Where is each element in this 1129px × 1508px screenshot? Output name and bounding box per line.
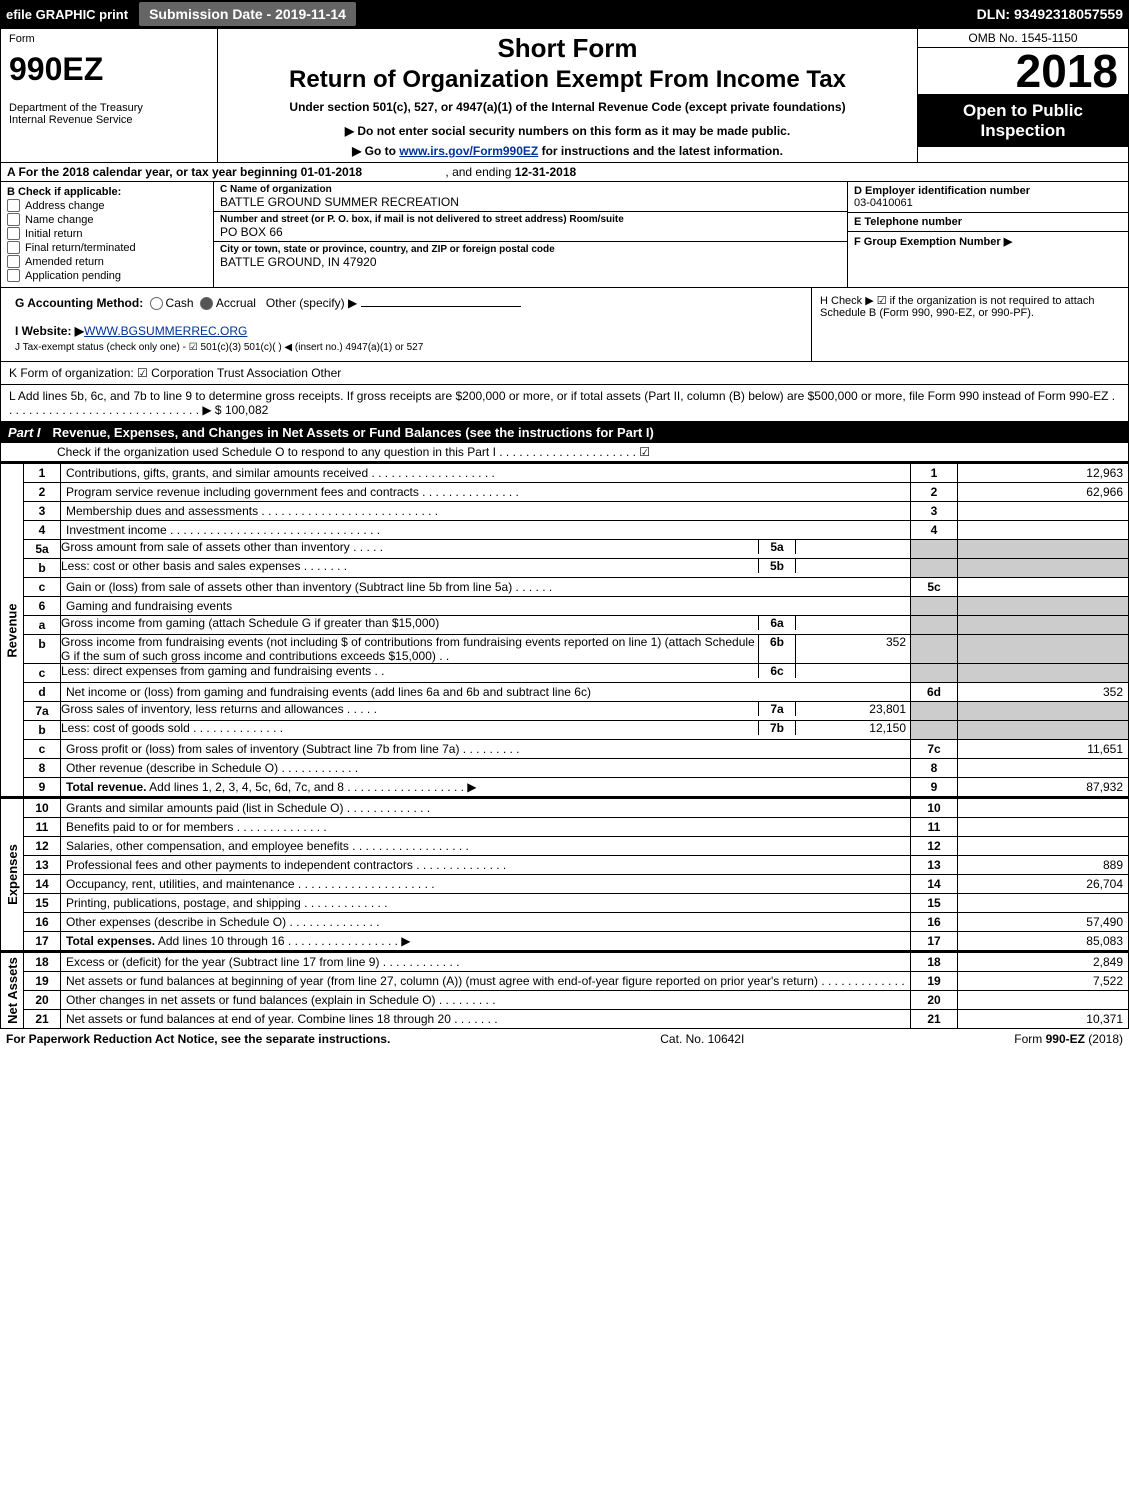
table-row: 13Professional fees and other payments t… [24,856,1129,875]
form-label: Form [9,33,209,45]
bullet-2: ▶ Go to www.irs.gov/Form990EZ for instru… [228,144,907,158]
table-row: 7aGross sales of inventory, less returns… [24,702,1129,721]
addr-value: PO BOX 66 [220,225,841,239]
table-row: bGross income from fundraising events (n… [24,635,1129,664]
table-row: cLess: direct expenses from gaming and f… [24,664,1129,683]
table-row: cGross profit or (loss) from sales of in… [24,740,1129,759]
ein-value: 03-0410061 [854,197,1122,209]
table-row: 19Net assets or fund balances at beginni… [24,972,1129,991]
line-i: I Website: ▶WWW.BGSUMMERREC.ORG [9,322,803,340]
short-form-title: Short Form [228,33,907,64]
table-row: 17Total expenses. Add lines 10 through 1… [24,932,1129,951]
part-1-header: Part I Revenue, Expenses, and Changes in… [0,422,1129,443]
checkbox-item[interactable]: Initial return [7,227,207,240]
table-row: 6Gaming and fundraising events [24,597,1129,616]
line-l: L Add lines 5b, 6c, and 7b to line 9 to … [0,385,1129,422]
table-row: 5aGross amount from sale of assets other… [24,540,1129,559]
table-row: 1Contributions, gifts, grants, and simil… [24,464,1129,483]
form-header: Form 990EZ Department of the Treasury In… [0,28,1129,163]
part-1-sub: Check if the organization used Schedule … [0,443,1129,462]
city-value: BATTLE GROUND, IN 47920 [220,255,841,269]
return-title: Return of Organization Exempt From Incom… [228,66,907,94]
footer-left: For Paperwork Reduction Act Notice, see … [6,1032,390,1046]
line-a: A For the 2018 calendar year, or tax yea… [0,163,1129,182]
department-label: Department of the Treasury Internal Reve… [9,102,209,126]
city-label: City or town, state or province, country… [220,244,841,255]
sec-c-name-label: C Name of organization [220,184,841,195]
dln-label: DLN: 93492318057559 [977,6,1129,22]
addr-label: Number and street (or P. O. box, if mail… [220,214,841,225]
table-row: aGross income from gaming (attach Schedu… [24,616,1129,635]
submission-date-button[interactable]: Submission Date - 2019-11-14 [138,1,357,27]
checkbox-item[interactable]: Name change [7,213,207,226]
efile-label: efile GRAPHIC print [0,7,134,22]
table-row: cGain or (loss) from sale of assets othe… [24,578,1129,597]
checkbox-item[interactable]: Address change [7,199,207,212]
table-row: 20Other changes in net assets or fund ba… [24,991,1129,1010]
table-row: dNet income or (loss) from gaming and fu… [24,683,1129,702]
footer-mid: Cat. No. 10642I [660,1032,744,1046]
table-row: 18Excess or (deficit) for the year (Subt… [24,953,1129,972]
tax-year: 2018 [918,48,1128,95]
checkbox-item[interactable]: Amended return [7,255,207,268]
checkbox-item[interactable]: Final return/terminated [7,241,207,254]
table-row: 2Program service revenue including gover… [24,483,1129,502]
website-link[interactable]: WWW.BGSUMMERREC.ORG [84,324,247,338]
table-row: 3Membership dues and assessments . . . .… [24,502,1129,521]
group-exempt-label: F Group Exemption Number ▶ [854,235,1122,248]
org-name: BATTLE GROUND SUMMER RECREATION [220,195,841,209]
under-section: Under section 501(c), 527, or 4947(a)(1)… [228,100,907,114]
checkbox-item[interactable]: Application pending [7,269,207,282]
line-j: J Tax-exempt status (check only one) - ☑… [9,340,803,355]
phone-label: E Telephone number [854,216,1122,228]
sec-b-title: B Check if applicable: [7,186,207,198]
table-row: 8Other revenue (describe in Schedule O) … [24,759,1129,778]
page-footer: For Paperwork Reduction Act Notice, see … [0,1029,1129,1049]
table-row: 21Net assets or fund balances at end of … [24,1010,1129,1029]
table-row: 12Salaries, other compensation, and empl… [24,837,1129,856]
table-row: bLess: cost of goods sold . . . . . . . … [24,721,1129,740]
section-b: B Check if applicable: Address changeNam… [1,182,214,287]
table-row: 11Benefits paid to or for members . . . … [24,818,1129,837]
open-public: Open to Public Inspection [918,95,1128,147]
side-label: Revenue [0,463,23,797]
table-row: 16Other expenses (describe in Schedule O… [24,913,1129,932]
bullet-1: ▶ Do not enter social security numbers o… [228,124,907,138]
line-g: G Accounting Method: Cash Accrual Other … [9,294,803,312]
table-row: 4Investment income . . . . . . . . . . .… [24,521,1129,540]
side-label: Net Assets [0,952,23,1029]
line-k: K Form of organization: ☑ Corporation Tr… [0,362,1129,385]
table-row: 9Total revenue. Add lines 1, 2, 3, 4, 5c… [24,778,1129,797]
table-row: 10Grants and similar amounts paid (list … [24,799,1129,818]
top-bar: efile GRAPHIC print Submission Date - 20… [0,0,1129,28]
ein-label: D Employer identification number [854,185,1122,197]
side-label: Expenses [0,798,23,951]
form-number: 990EZ [9,51,209,88]
table-row: 15Printing, publications, postage, and s… [24,894,1129,913]
line-h: H Check ▶ ☑ if the organization is not r… [811,288,1128,361]
footer-right: Form 990-EZ (2018) [1014,1032,1123,1046]
table-row: bLess: cost or other basis and sales exp… [24,559,1129,578]
irs-link[interactable]: www.irs.gov/Form990EZ [399,144,538,158]
table-row: 14Occupancy, rent, utilities, and mainte… [24,875,1129,894]
